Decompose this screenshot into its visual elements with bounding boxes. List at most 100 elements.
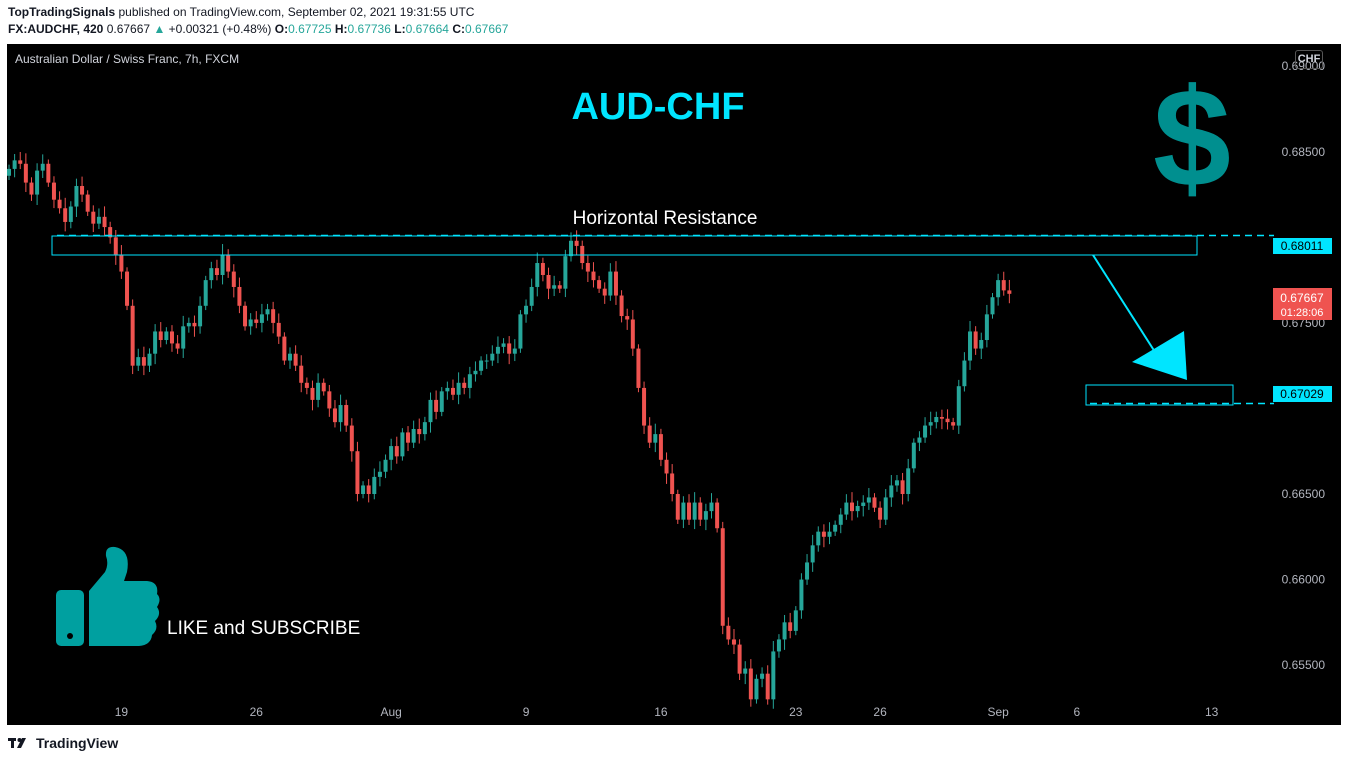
dollar-icon: $ — [1153, 59, 1231, 216]
candle-body — [332, 408, 337, 423]
candle-body — [636, 348, 641, 388]
close-value: 0.67667 — [464, 22, 509, 36]
candle-body — [883, 497, 888, 520]
candle-body — [462, 382, 467, 388]
candle-body — [968, 331, 973, 361]
candle-body — [102, 216, 107, 228]
candle-body — [630, 319, 635, 349]
candle-body — [642, 387, 647, 426]
candle-body — [664, 459, 669, 474]
candle-body — [96, 216, 101, 224]
down-arrow-icon — [1132, 331, 1187, 380]
low-label: L: — [394, 22, 406, 36]
candle-body — [23, 163, 28, 183]
candle-body — [855, 505, 860, 512]
candle-body — [338, 405, 343, 423]
cta-text[interactable]: LIKE and SUBSCRIBE — [167, 618, 360, 639]
high-value: 0.67736 — [347, 22, 391, 36]
candle-body — [108, 227, 113, 238]
candle-body — [119, 254, 124, 272]
currency-badge[interactable]: CHF — [1295, 50, 1323, 69]
x-tick-label: Aug — [380, 705, 401, 719]
resistance-zone[interactable] — [51, 235, 1198, 256]
candle-body — [29, 182, 34, 195]
candle-body — [254, 319, 259, 323]
candle-body — [838, 514, 843, 525]
chart-panel[interactable]: Australian Dollar / Swiss Franc, 7h, FXC… — [7, 44, 1341, 725]
candle-body — [563, 256, 568, 289]
candle-body — [951, 422, 956, 426]
candle-body — [569, 240, 573, 257]
candle-body — [698, 502, 703, 520]
candle-body — [389, 446, 394, 460]
candle-body — [737, 644, 742, 674]
candle-body — [535, 263, 540, 287]
candle-body — [647, 425, 652, 443]
candle-body — [383, 459, 388, 472]
resistance-price-text: 0.68011 — [1281, 239, 1324, 253]
candle-body — [731, 639, 736, 645]
last-price-badge-text: 0.67667 — [1280, 291, 1324, 305]
candle-body — [613, 271, 618, 296]
candle-body — [310, 387, 315, 400]
symbol-description: Australian Dollar / Swiss Franc, 7h, FXC… — [15, 52, 240, 66]
resistance-price-badge — [1273, 238, 1332, 254]
candle-body — [181, 326, 186, 349]
x-tick-label: Sep — [987, 705, 1009, 719]
y-tick-label: 0.68500 — [1282, 145, 1326, 159]
candle-body — [74, 186, 79, 207]
candle-body — [164, 331, 169, 341]
candle-body — [546, 274, 551, 289]
candle-body — [456, 382, 461, 395]
candle-body — [692, 502, 697, 520]
candle-body — [406, 432, 411, 443]
candle-body — [186, 322, 191, 327]
candle-body — [518, 314, 523, 349]
tradingview-logo[interactable]: TradingView — [8, 735, 118, 751]
chart-svg[interactable]: AUD-CHF $ Horizontal Resistance 0.69000 0… — [7, 44, 1341, 725]
candle-body — [18, 160, 23, 164]
candle-body — [501, 343, 506, 347]
target-price-badge — [1273, 386, 1332, 402]
candle-body — [299, 365, 304, 383]
candle-body — [141, 357, 146, 366]
candle-body — [557, 285, 562, 289]
candle-body — [169, 331, 174, 344]
candle-body — [793, 610, 798, 631]
open-label: O: — [274, 22, 289, 36]
target-zone[interactable] — [1085, 384, 1234, 406]
candle-body — [175, 343, 180, 349]
candle-body — [675, 494, 680, 520]
price-axis: 0.690000.685000.675000.665000.660000.655… — [1282, 59, 1326, 672]
candle-body — [619, 295, 624, 317]
candle-body — [776, 639, 781, 652]
candle-body — [400, 432, 405, 457]
candle-body — [726, 625, 731, 640]
candle-body — [816, 531, 821, 546]
candle-body — [754, 678, 759, 700]
candle-body — [321, 382, 326, 392]
publisher-name[interactable]: TopTradingSignals — [8, 5, 116, 19]
candle-body — [591, 271, 596, 281]
candle-body — [917, 437, 922, 443]
change-arrow-icon: ▲ — [153, 22, 166, 36]
candle-body — [226, 254, 231, 272]
candle-body — [243, 305, 248, 327]
candle-body — [928, 422, 933, 426]
tradingview-logo-icon — [8, 738, 26, 748]
candle-body — [248, 319, 253, 327]
candle-body — [939, 417, 944, 419]
candle-body — [962, 360, 967, 387]
candle-body — [434, 399, 439, 412]
candle-body — [271, 309, 276, 323]
arrow-shaft — [1092, 254, 1156, 353]
target-price-text: 0.67029 — [1280, 387, 1324, 401]
candle-body — [805, 562, 810, 580]
candle-body — [293, 353, 298, 366]
candle-body — [670, 473, 675, 495]
change-value: +0.00321 (+0.48%) — [168, 22, 272, 36]
candle-body — [788, 622, 793, 631]
candle-body — [113, 237, 118, 255]
candle-body — [214, 268, 219, 275]
candle-body — [276, 322, 281, 337]
